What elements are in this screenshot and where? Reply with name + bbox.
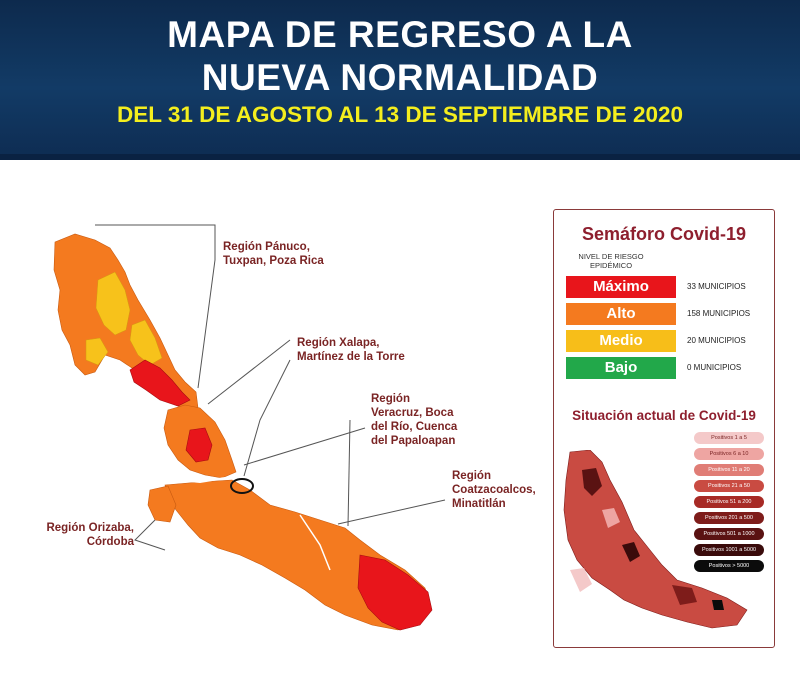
situacion-title: Situación actual de Covid-19 xyxy=(572,408,756,423)
level-medio-label: Medio xyxy=(599,332,643,349)
legend-21-50: Positivos 21 a 50 xyxy=(694,480,764,492)
mini-map-dark-zone xyxy=(622,542,640,562)
date-range: DEL 31 DE AGOSTO AL 13 DE SEPTIEMBRE DE … xyxy=(116,102,683,127)
level-alto: Alto xyxy=(566,303,676,325)
mini-map-dark-zone xyxy=(712,600,724,610)
leader-lines xyxy=(95,224,446,551)
legend-201-500: Positivos 201 a 500 xyxy=(694,512,764,524)
region-divider xyxy=(177,477,226,484)
legend-51-200: Positivos 51 a 200 xyxy=(694,496,764,508)
level-maximo: Máximo xyxy=(566,276,676,298)
level-bajo-count: 0 MUNICIPIOS xyxy=(687,363,742,372)
mini-map-mexico xyxy=(563,450,748,629)
region-label-coatzacoalcos: Región Coatzacoalcos, Minatitlán xyxy=(452,470,536,510)
level-alto-label: Alto xyxy=(606,305,636,322)
map-maximo-north xyxy=(129,359,191,407)
region-label-xalapa: Región Xalapa, Martínez de la Torre xyxy=(297,337,405,363)
legend-gt-5000: Positivos > 5000 xyxy=(694,560,764,572)
map-medio-area-3 xyxy=(85,337,109,366)
title-line-1: MAPA DE REGRESO A LA xyxy=(167,14,633,55)
legend-6-10: Positivos 6 a 10 xyxy=(694,448,764,460)
map-maximo-southeast xyxy=(357,554,433,631)
map-maximo-central xyxy=(185,427,213,463)
mini-map-dark-zone xyxy=(672,585,697,605)
risk-level-subtitle: NIVEL DE RIESGO EPIDÉMICO xyxy=(578,252,644,270)
level-bajo-label: Bajo xyxy=(604,359,638,376)
legend-501-1000: Positivos 501 a 1000 xyxy=(694,528,764,540)
level-alto-count: 158 MUNICIPIOS xyxy=(687,309,751,318)
level-medio-count: 20 MUNICIPIOS xyxy=(687,336,746,345)
level-bajo: Bajo xyxy=(566,357,676,379)
header-banner: MAPA DE REGRESO A LA NUEVA NORMALIDAD DE… xyxy=(0,0,800,160)
covid-situation-map xyxy=(563,450,748,629)
map-orizaba-area xyxy=(147,485,177,523)
mini-map-light-zone xyxy=(570,568,592,592)
mini-map-light-zone xyxy=(602,508,620,528)
legend-11-20: Positivos 11 a 20 xyxy=(694,464,764,476)
veracruz-risk-map xyxy=(53,224,446,631)
region-divider xyxy=(299,514,331,571)
level-maximo-label: Máximo xyxy=(593,278,649,295)
region-label-panuco: Región Pánuco, Tuxpan, Poza Rica xyxy=(223,241,324,267)
semaforo-panel: Semáforo Covid-19 NIVEL DE RIESGO EPIDÉM… xyxy=(553,209,775,648)
map-medio-area-1 xyxy=(95,271,131,336)
level-maximo-count: 33 MUNICIPIOS xyxy=(687,282,746,291)
veracruz-port-marker xyxy=(230,478,254,494)
legend-1-5: Positivos 1 a 5 xyxy=(694,432,764,444)
map-medio-area-2 xyxy=(129,319,163,366)
level-medio: Medio xyxy=(566,330,676,352)
mini-map-dark-zone xyxy=(582,468,602,496)
legend-1001-5000: Positivos 1001 a 5000 xyxy=(694,544,764,556)
title-line-2: NUEVA NORMALIDAD xyxy=(201,57,599,98)
semaforo-title: Semáforo Covid-19 xyxy=(581,224,747,244)
region-label-orizaba: Región Orizaba, Córdoba xyxy=(46,522,134,548)
region-label-veracruz: Región Veracruz, Boca del Río, Cuenca de… xyxy=(371,393,458,447)
